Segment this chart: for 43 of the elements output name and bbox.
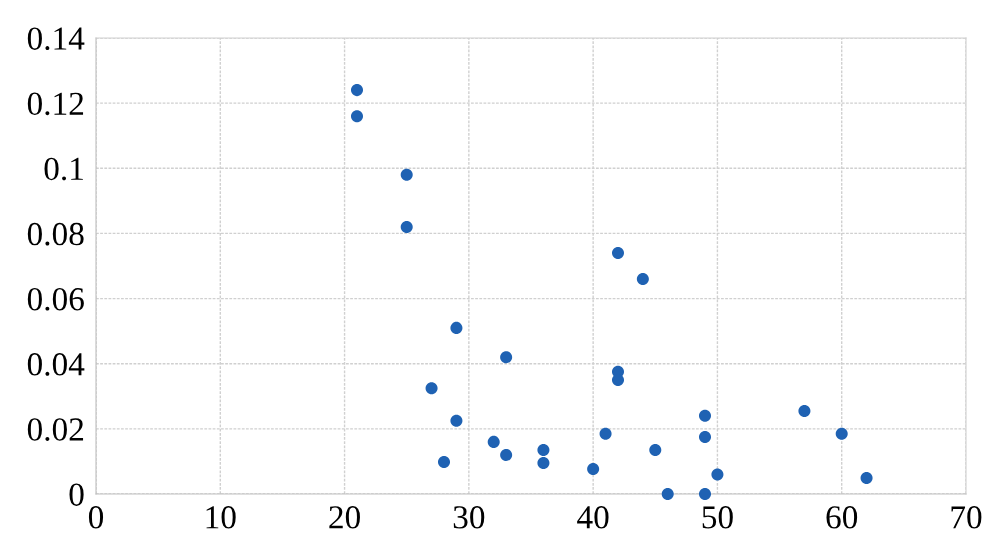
- y-tick-label: 0.06: [27, 287, 84, 311]
- x-tick-label: 10: [206, 506, 236, 529]
- x-tick-label: 50: [702, 506, 733, 529]
- x-tick-label: 20: [329, 506, 360, 529]
- point: [698, 430, 712, 444]
- point: [698, 409, 712, 422]
- x-tick-label: 60: [826, 506, 858, 529]
- y-tick-label: 0.14: [27, 27, 85, 51]
- point: [500, 448, 513, 461]
- point: [450, 321, 463, 334]
- point: [599, 427, 612, 440]
- y-tick-label: 0.1: [44, 157, 83, 181]
- point: [611, 246, 625, 259]
- x-tick-label: 70: [951, 506, 982, 529]
- point: [649, 444, 662, 457]
- x-tick-label: 0: [88, 506, 104, 529]
- point: [537, 457, 550, 470]
- point: [636, 273, 649, 286]
- point: [450, 414, 463, 427]
- point: [711, 468, 724, 481]
- point: [698, 487, 712, 501]
- point: [611, 373, 625, 387]
- point: [661, 487, 674, 501]
- y-tick-label: 0.02: [27, 418, 84, 441]
- y-tick-label: 0.04: [27, 353, 85, 376]
- point: [860, 472, 873, 485]
- point: [400, 168, 413, 181]
- y-tick-label: 0.12: [27, 92, 84, 116]
- point: [487, 435, 500, 448]
- x-tick-label: 30: [453, 506, 485, 529]
- point: [835, 427, 848, 440]
- point: [425, 382, 438, 395]
- point: [350, 110, 364, 123]
- point: [798, 404, 811, 417]
- y-tick-label: 0.08: [27, 222, 84, 246]
- point: [587, 462, 600, 475]
- y-tick-label: 0: [69, 483, 84, 506]
- point: [537, 444, 550, 457]
- x-tick-label: 40: [577, 506, 609, 529]
- point: [437, 456, 451, 469]
- point: [500, 351, 513, 364]
- point: [350, 84, 364, 97]
- point: [400, 220, 413, 233]
